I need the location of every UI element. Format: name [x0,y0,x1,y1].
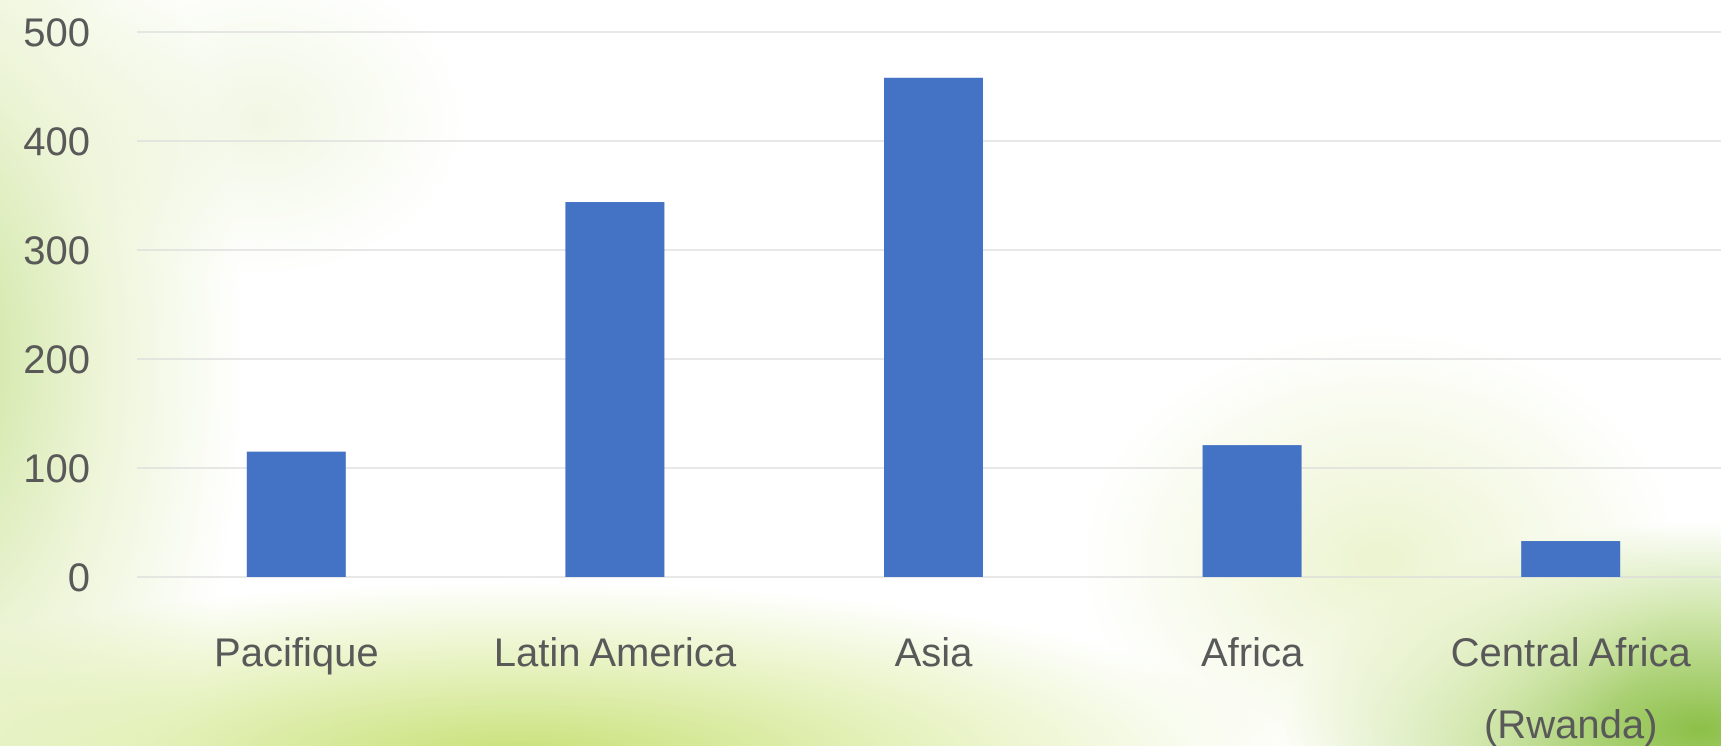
y-tick-label: 100 [23,447,90,491]
x-axis-category-labels: Pacifique Latin America Asia Africa Central … [214,631,1691,746]
bar-pacifique [246,451,346,577]
bars [246,77,1621,578]
bar-africa [1202,445,1302,577]
y-axis-tick-labels: 0 100 200 300 400 500 [23,11,90,600]
x-category-label: Pacifique [214,631,379,675]
x-category-label: Latin America [494,631,737,675]
y-tick-label: 400 [23,120,90,164]
y-tick-label: 200 [23,338,90,382]
x-category-label: Asia [895,631,974,675]
y-tick-label: 300 [23,229,90,273]
bar-asia [884,77,983,577]
bar-latin-america [565,202,665,578]
y-tick-label: 0 [68,556,90,600]
x-category-label: Central Africa [1451,631,1692,675]
x-category-label: Africa [1201,631,1304,675]
bar-central-africa-rwanda [1521,541,1621,577]
y-tick-label: 500 [23,11,90,55]
x-category-label: (Rwanda) [1484,703,1657,746]
